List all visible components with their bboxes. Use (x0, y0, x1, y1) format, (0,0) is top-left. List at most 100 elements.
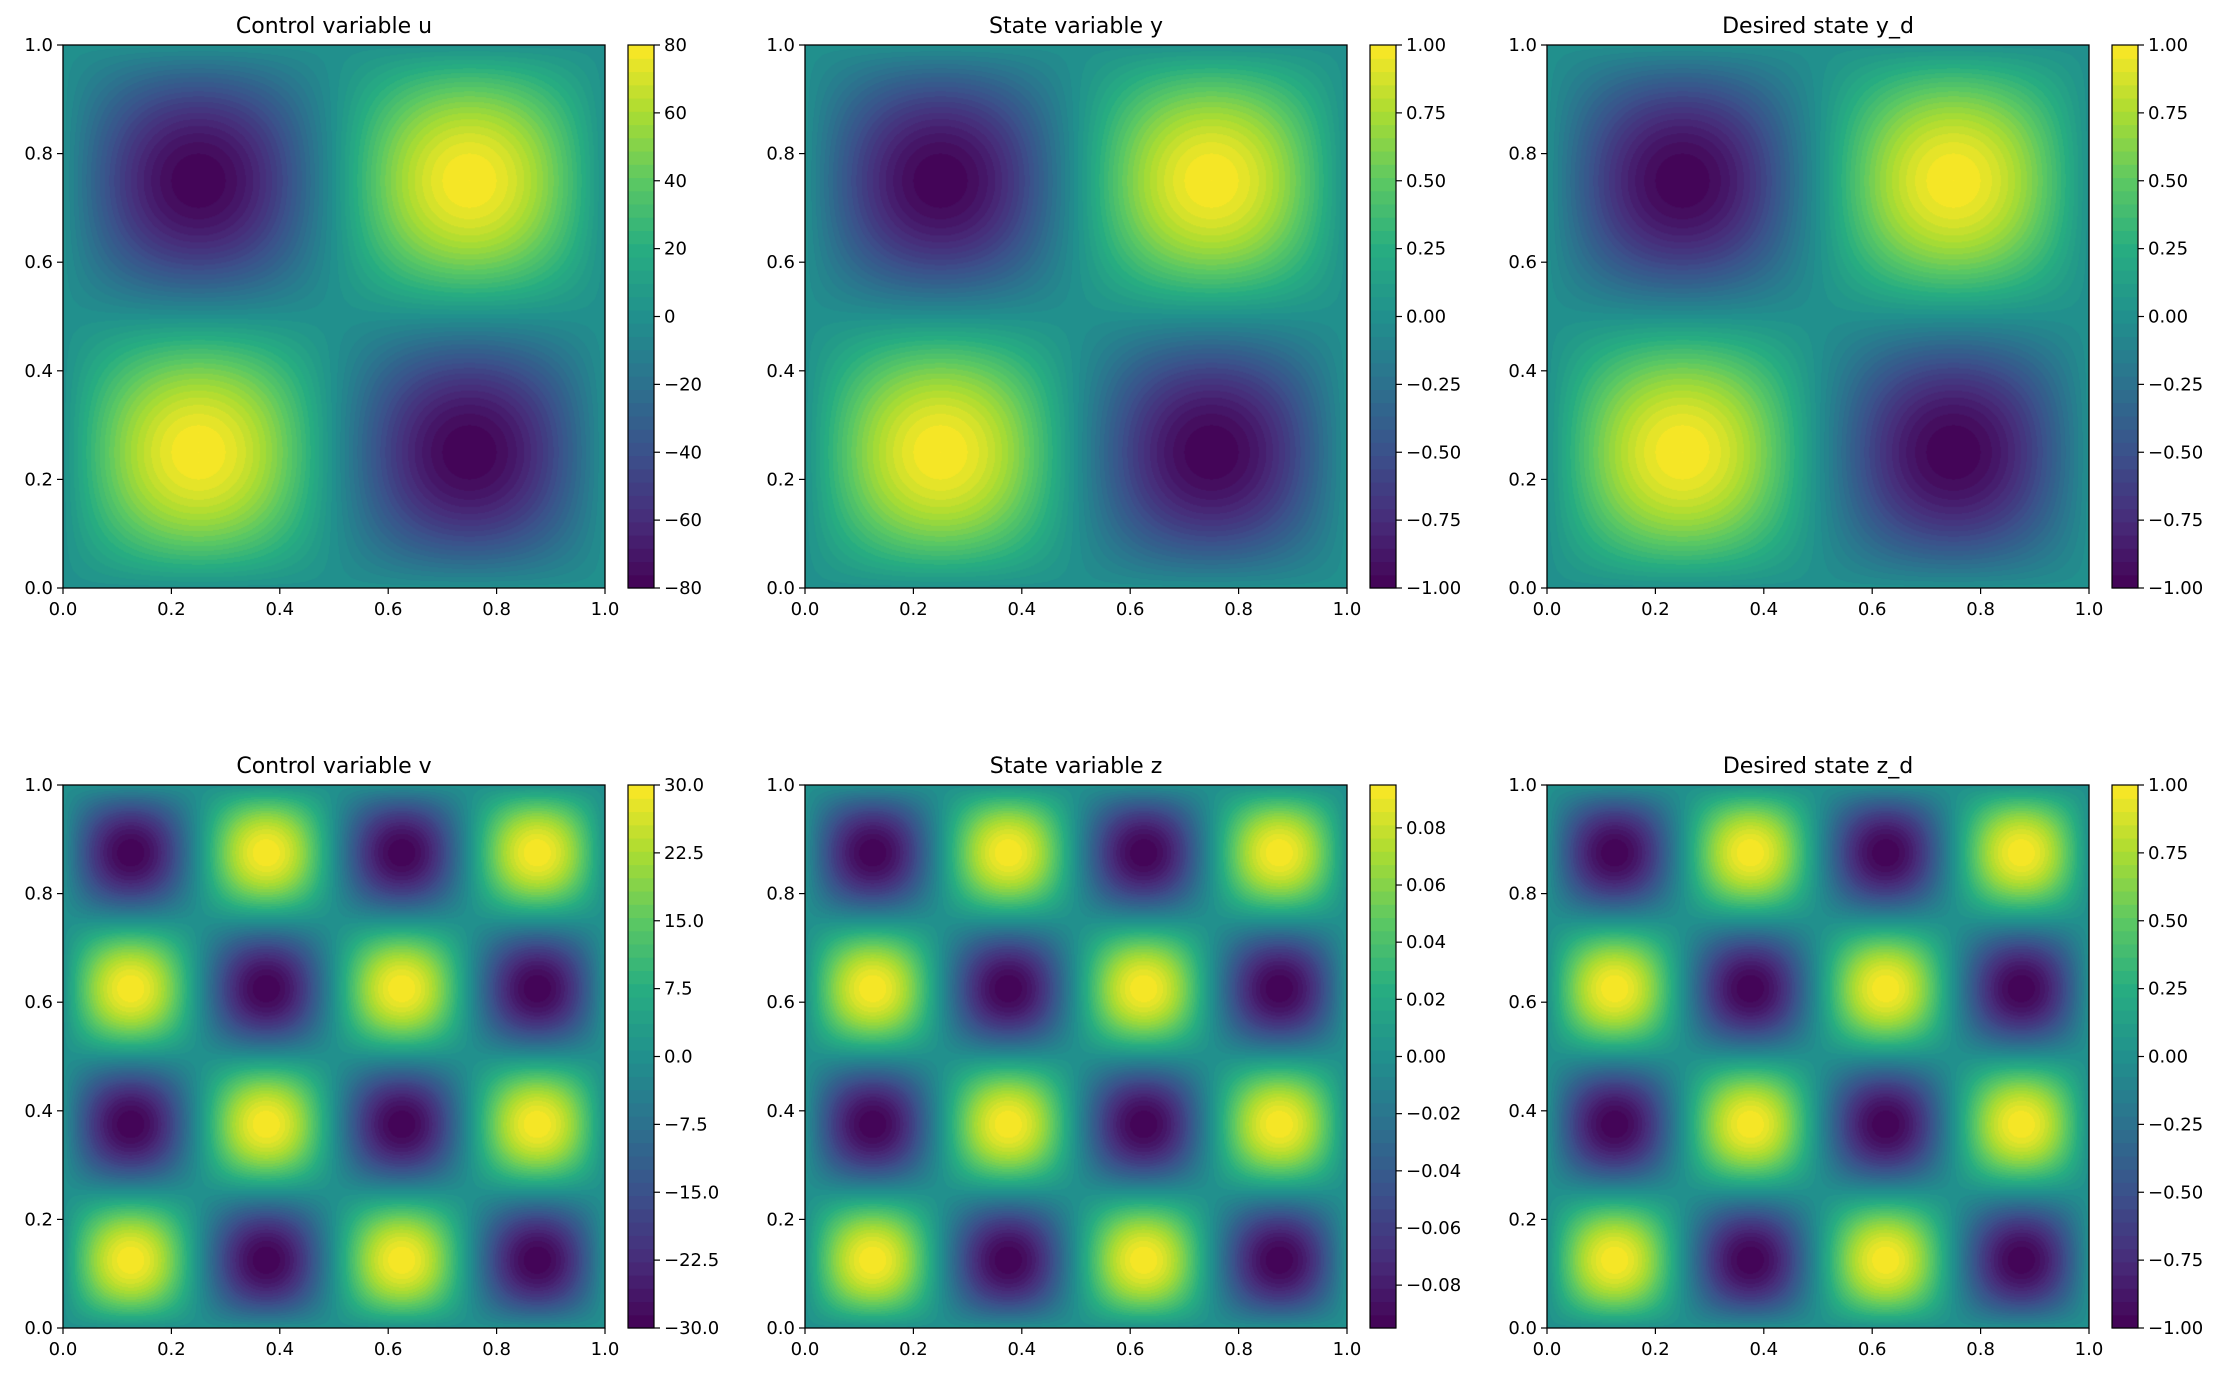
y-tick-label: 0.0 (24, 578, 53, 599)
colorbar-level (2112, 1023, 2138, 1038)
colorbar-level (1370, 1248, 1396, 1263)
colorbar-tick-label: −0.02 (1406, 1104, 1461, 1125)
x-tick-label: 0.8 (1224, 1339, 1253, 1360)
colorbar-level (1370, 1010, 1396, 1024)
subplot-title: Control variable v (236, 754, 431, 779)
subplot-title: Desired state y_d (1722, 14, 1914, 39)
colorbar-level (628, 904, 654, 919)
colorbar-level (2112, 1010, 2138, 1024)
x-tick-label: 1.0 (2075, 599, 2104, 620)
colorbar-level (628, 137, 654, 152)
colorbar-level (2112, 1208, 2138, 1223)
y-tick-label: 0.6 (1508, 252, 1537, 273)
colorbar-level (2112, 877, 2138, 892)
colorbar-level (628, 203, 654, 218)
colorbar-level (628, 983, 654, 998)
x-tick-label: 0.8 (1966, 599, 1995, 620)
colorbar-tick-label: 20 (664, 239, 687, 260)
axes-frame (62, 784, 606, 1329)
colorbar-level (2112, 124, 2138, 139)
colorbar-level (1370, 877, 1396, 892)
colorbar-level (2112, 71, 2138, 86)
colorbar-level (2112, 535, 2138, 549)
colorbar-tick-label: 0.0 (664, 1047, 693, 1068)
colorbar-level (628, 58, 654, 73)
colorbar-level (628, 957, 654, 972)
colorbar-level (628, 943, 654, 958)
y-tick-label: 0.8 (1508, 884, 1537, 905)
colorbar-level (628, 309, 654, 324)
colorbar-level (628, 45, 654, 59)
colorbar-level (1370, 190, 1396, 205)
y-tick-label: 0.0 (1508, 578, 1537, 599)
y-tick-label: 1.0 (1508, 775, 1537, 796)
axes-frame (1546, 44, 2090, 589)
colorbar-level (1370, 376, 1396, 390)
y-tick-label: 0.0 (1508, 1318, 1537, 1339)
colorbar-tick-label: −0.75 (1406, 510, 1461, 531)
colorbar-level (2112, 508, 2138, 523)
colorbar-level (628, 1288, 654, 1303)
colorbar-tick-label: 80 (664, 35, 687, 56)
colorbar-level (628, 930, 654, 945)
colorbar-level (2112, 164, 2138, 179)
colorbar-level (1370, 1089, 1396, 1104)
colorbar-level (2112, 785, 2138, 799)
x-tick-label: 1.0 (2075, 1339, 2104, 1360)
colorbar-level (2112, 455, 2138, 470)
colorbar-level (628, 1010, 654, 1024)
colorbar: −30.0 −22.5 −15.0 −7.5 0.0 7.5 15.0 22.5 30.0 (627, 775, 719, 1339)
colorbar-level (1370, 203, 1396, 218)
colorbar-level (628, 561, 654, 576)
y-tick-label: 0.6 (766, 252, 795, 273)
colorbar-level (2112, 917, 2138, 932)
colorbar-tick-label: 0.50 (1406, 171, 1446, 192)
colorbar-level (628, 323, 654, 337)
colorbar-level (628, 1063, 654, 1077)
colorbar-level (2112, 402, 2138, 417)
colorbar-level (628, 1169, 654, 1183)
contour-field (805, 45, 1347, 588)
colorbar-level (2112, 190, 2138, 205)
colorbar-level (628, 548, 654, 563)
colorbar-level (1370, 495, 1396, 510)
colorbar-level (2112, 137, 2138, 152)
colorbar-level (2112, 1261, 2138, 1276)
subplot-title: Control variable u (236, 14, 432, 39)
colorbar-level (1370, 943, 1396, 958)
colorbar-level (628, 996, 654, 1011)
colorbar-level (1370, 296, 1396, 311)
colorbar-level (628, 389, 654, 404)
colorbar-level (1370, 1169, 1396, 1183)
colorbar-level (1370, 442, 1396, 457)
colorbar-level (1370, 811, 1396, 826)
colorbar-tick-label: −0.08 (1406, 1275, 1461, 1296)
colorbar-level (2112, 495, 2138, 510)
colorbar-level (1370, 1222, 1396, 1236)
colorbar-level (628, 336, 654, 351)
contour-field (805, 785, 1347, 1328)
x-tick-label: 0.2 (157, 1339, 186, 1360)
colorbar-tick-label: 0.04 (1406, 932, 1446, 953)
colorbar-level (628, 230, 654, 245)
colorbar-level (628, 217, 654, 232)
subplot-2: State variable y 0.0 0.2 0.4 0.6 0.8 1.0 0.0 0.2… (766, 14, 1461, 620)
colorbar-level (628, 455, 654, 470)
colorbar-level (628, 1089, 654, 1104)
colorbar-tick-label: −0.75 (2148, 510, 2203, 531)
colorbar-level (1370, 150, 1396, 165)
colorbar-tick-label: −0.06 (1406, 1218, 1461, 1239)
x-tick-label: 0.6 (1116, 1339, 1145, 1360)
colorbar-level (2112, 1301, 2138, 1316)
y-tick-label: 0.2 (24, 1209, 53, 1230)
colorbar-level (2112, 482, 2138, 496)
colorbar-level (2112, 983, 2138, 998)
colorbar-level (2112, 177, 2138, 192)
colorbar-level (1370, 1076, 1396, 1091)
x-tick-label: 0.4 (1749, 599, 1778, 620)
colorbar-tick-label: −40 (664, 442, 702, 463)
colorbar-level (1370, 851, 1396, 866)
colorbar-tick-label: −20 (664, 374, 702, 395)
colorbar-tick-label: −15.0 (664, 1182, 719, 1203)
colorbar-level (628, 468, 654, 483)
